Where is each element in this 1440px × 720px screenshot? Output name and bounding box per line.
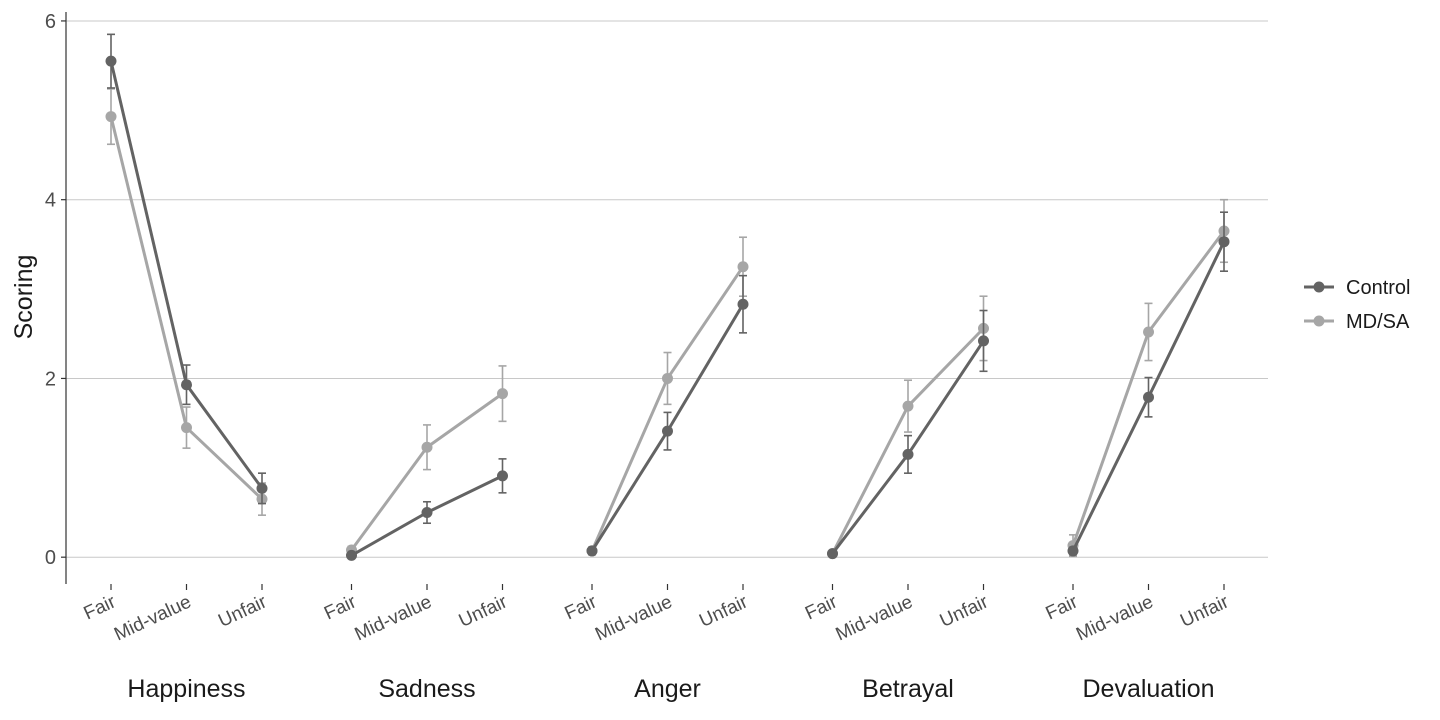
data-point [181,379,192,391]
data-point [105,55,117,67]
group-label: Anger [634,675,701,703]
data-point [105,111,117,123]
x-tick-label: Fair [562,591,601,624]
data-point [1067,545,1079,557]
x-tick-label: Mid-value [592,591,676,645]
data-point [827,548,838,560]
data-point [1218,236,1230,248]
group-label: Happiness [127,675,245,703]
data-point [1143,326,1154,338]
data-point [421,507,433,518]
data-point [737,261,749,273]
x-tick-label: Unfair [456,591,511,632]
x-tick-label: Mid-value [111,591,195,645]
data-point [978,335,989,347]
y-tick-label: 0 [45,547,56,569]
axes [61,12,1225,590]
legend-marker [1313,315,1325,327]
data-point [421,441,433,453]
series-md-sa [105,88,1230,560]
series-control [105,33,1230,561]
x-tick-label: Fair [802,591,841,624]
x-tick-label: Mid-value [1073,591,1157,645]
data-point [497,388,508,400]
x-tick-label: Mid-value [352,591,436,645]
data-series [105,33,1230,561]
series-line [590,265,745,552]
data-point [497,470,508,482]
y-axis-title: Scoring [10,255,38,340]
x-tick-label: Fair [1043,591,1082,624]
data-point [256,482,268,494]
data-point [902,400,914,412]
data-point [181,422,192,434]
y-tick-label: 2 [45,368,56,390]
data-point [662,425,673,437]
x-tick-label: Unfair [696,591,751,632]
data-point [737,298,749,310]
data-point [346,549,357,561]
legend-label: MD/SA [1346,311,1410,333]
x-tick-label: Fair [321,591,360,624]
series-line [350,392,504,551]
legend-marker [1313,281,1325,293]
y-tick-label: 4 [45,190,56,212]
group-label: Devaluation [1082,675,1214,703]
legend-label: Control [1346,277,1410,299]
y-tick-label: 6 [45,11,56,33]
data-point [902,448,914,460]
group-label: Sadness [378,675,475,703]
x-tick-label: Unfair [1177,591,1232,632]
legend: Control MD/SA [1304,277,1410,333]
x-tick-label: Unfair [937,591,992,632]
grid-lines [66,20,1268,558]
legend-item: MD/SA [1304,311,1410,333]
data-point [1143,391,1154,403]
legend-item: Control [1304,277,1410,299]
x-tick-label: Fair [81,591,120,624]
group-label: Betrayal [862,675,954,703]
data-point [662,372,673,384]
data-point [586,545,598,557]
x-tick-label: Unfair [215,591,270,632]
x-tick-label: Mid-value [833,591,917,645]
